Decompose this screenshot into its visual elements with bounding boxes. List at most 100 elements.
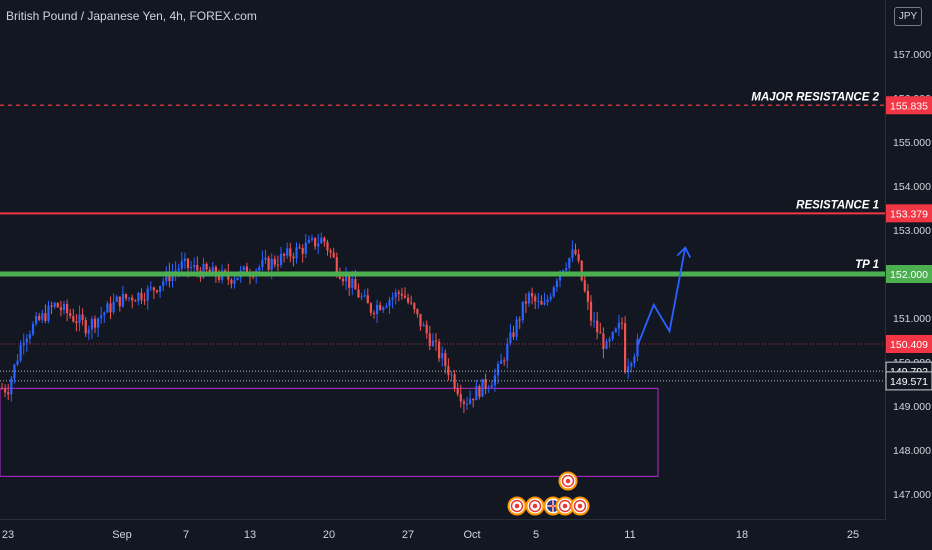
candle-body [177,268,180,271]
candle-body [298,247,301,249]
candle-body [366,295,369,304]
x-tick-label: 27 [402,529,414,541]
candle-body [137,292,140,302]
chart-title: British Pound / Japanese Yen, 4h, FOREX.… [6,9,257,23]
candle-body [410,302,413,304]
candle-body [31,323,35,335]
x-tick-label: 5 [533,529,539,541]
candle-body [193,264,196,268]
candle-body [627,366,630,373]
candle-body [93,318,97,328]
candle-body [47,305,50,321]
candle-body [90,318,93,330]
candle-body [515,319,518,337]
candle-body [407,297,410,303]
event-icon-dot [577,503,583,509]
candle-body [109,303,112,313]
candle-body [599,332,602,334]
candle-body [419,313,422,327]
candle-body [28,334,31,339]
candle-body [531,293,534,297]
y-tick-label: 151.000 [893,313,931,325]
candle-body [289,248,292,257]
candle-body [103,312,106,316]
event-icons[interactable] [507,471,590,516]
candle-body [450,374,453,376]
candle-body [230,279,233,284]
candle-body [19,345,22,361]
candle-body [568,258,571,269]
candle-body [490,385,493,388]
candle-body [360,296,363,298]
candle-body [245,266,248,276]
time-axis[interactable]: 23 Sep 7 13 20 27 Oct 5 11 18 25 [2,529,859,541]
candle-body [100,315,103,319]
candle-body [106,303,109,313]
candle-body [332,252,335,258]
event-icon-dot [532,503,538,509]
candle-body [369,303,372,313]
projection-arrowhead [676,246,692,259]
candle-body [84,320,87,334]
y-tick-label: 157.000 [893,49,931,61]
candle-body [540,300,543,305]
y-tick-label: 148.000 [893,445,931,457]
candle-body [134,300,137,302]
candle-body [438,341,441,359]
candle-body [385,306,388,308]
candle-body [97,318,100,328]
candle-body [152,287,155,291]
candle-body [335,257,338,274]
candle-body [252,276,255,278]
candle-body [307,239,310,243]
x-tick-label: Sep [112,529,132,541]
candle-body [614,328,617,332]
support-zone [0,387,659,477]
price-tag [886,96,932,115]
level-label: MAJOR RESISTANCE 2 [751,91,879,103]
candle-body [620,322,624,324]
candle-body [56,302,59,308]
candle-body [444,353,447,366]
candle-body [0,388,4,390]
candle-body [323,237,326,243]
candle-body [500,360,503,364]
price-tag-label: 152.000 [890,269,928,281]
candle-body [372,312,376,314]
event-icon-ring [561,474,575,488]
candle-body [453,374,456,389]
candle-body [376,304,379,314]
candle-body [571,249,574,259]
x-tick-label: 20 [323,529,335,541]
x-tick-label: 13 [244,529,256,541]
candle-body [25,338,28,343]
candle-body [388,299,391,307]
candle-body [400,293,403,296]
candle-body [605,341,608,349]
candle-body [13,364,16,379]
candle-body [565,268,568,271]
candle-body [422,324,425,327]
candle-body [527,293,531,304]
currency-badge[interactable]: JPY [894,7,922,26]
candle-body [81,314,84,321]
candle-body [59,307,62,311]
candle-body [53,302,56,307]
candle-body [462,401,465,404]
candle-body [276,264,279,266]
candle-body [586,290,589,302]
candle-body [131,297,134,301]
candle-body [403,295,407,298]
candle-body [62,303,66,311]
event-icon-ring [573,499,587,513]
price-tag-label: 155.835 [890,100,928,112]
candle-body [118,296,121,307]
candle-body [50,305,53,307]
candle-body [524,301,527,304]
candle-body [258,267,261,271]
candle-body [115,296,118,302]
candle-body [87,329,90,334]
price-axis[interactable]: 157.000156.000155.000154.000153.000152.0… [893,49,931,501]
candle-body [320,237,323,244]
